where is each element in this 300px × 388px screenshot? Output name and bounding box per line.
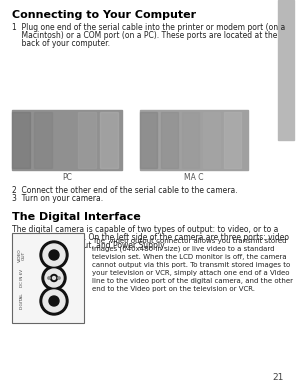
Circle shape	[45, 269, 63, 287]
Circle shape	[40, 241, 68, 269]
Text: Macintosh) or a COM port (on a PC). These ports are located at the: Macintosh) or a COM port (on a PC). Thes…	[12, 31, 278, 40]
Bar	[278, 0, 294, 140]
Bar	[12, 233, 84, 323]
Bar	[182, 112, 199, 168]
Text: The Digital Interface: The Digital Interface	[12, 212, 141, 222]
Bar	[56, 112, 74, 168]
Text: television set. When the LCD monitor is off, the camera: television set. When the LCD monitor is …	[92, 254, 286, 260]
Circle shape	[50, 274, 58, 282]
Text: The digital camera is capable of two types of output: to video, or to a: The digital camera is capable of two typ…	[12, 225, 278, 234]
Bar	[12, 112, 30, 168]
Circle shape	[43, 290, 65, 312]
Circle shape	[52, 277, 56, 279]
Bar	[224, 112, 241, 168]
Bar	[140, 112, 157, 168]
Text: back of your computer.: back of your computer.	[12, 39, 110, 48]
Bar	[34, 112, 52, 168]
Text: end to the Video port on the television or VCR.: end to the Video port on the television …	[92, 286, 255, 292]
Bar	[203, 112, 220, 168]
Bar	[140, 110, 248, 170]
Text: 3  Turn on your camera.: 3 Turn on your camera.	[12, 194, 103, 203]
Circle shape	[43, 244, 65, 266]
Text: personal computer. On the left side of the camera are three ports: video: personal computer. On the left side of t…	[12, 233, 289, 242]
Circle shape	[49, 296, 59, 306]
Text: 21: 21	[273, 373, 284, 382]
Bar	[78, 112, 96, 168]
Text: 1  Plug one end of the serial cable into the printer or modem port (on a: 1 Plug one end of the serial cable into …	[12, 23, 285, 32]
Text: DIGITAL: DIGITAL	[20, 293, 24, 309]
Text: DC IN 6V: DC IN 6V	[20, 269, 24, 287]
Text: your television or VCR, simply attach one end of a Video: your television or VCR, simply attach on…	[92, 270, 290, 276]
Circle shape	[40, 287, 68, 315]
Circle shape	[58, 277, 60, 279]
Text: cannot output via this port. To transmit stored images to: cannot output via this port. To transmit…	[92, 262, 290, 268]
Text: Connecting to Your Computer: Connecting to Your Computer	[12, 10, 196, 20]
Bar	[12, 110, 122, 170]
Text: The  video output connector allows you transmit stored: The video output connector allows you tr…	[92, 238, 286, 244]
Text: line to the video port of the digital camera, and the other: line to the video port of the digital ca…	[92, 278, 293, 284]
Circle shape	[49, 250, 59, 260]
Bar	[161, 112, 178, 168]
Text: MA C: MA C	[184, 173, 204, 182]
Circle shape	[48, 277, 50, 279]
Bar	[100, 112, 118, 168]
Text: images (640x480 in size) or live video to a standard: images (640x480 in size) or live video t…	[92, 246, 274, 253]
Text: PC: PC	[62, 173, 72, 182]
Text: ouput, digital output, and Power Supply.: ouput, digital output, and Power Supply.	[12, 241, 166, 250]
Text: 2  Connect the other end of the serial cable to the camera.: 2 Connect the other end of the serial ca…	[12, 186, 238, 195]
Text: VIDEO
OUT: VIDEO OUT	[18, 248, 26, 262]
Circle shape	[42, 266, 66, 290]
